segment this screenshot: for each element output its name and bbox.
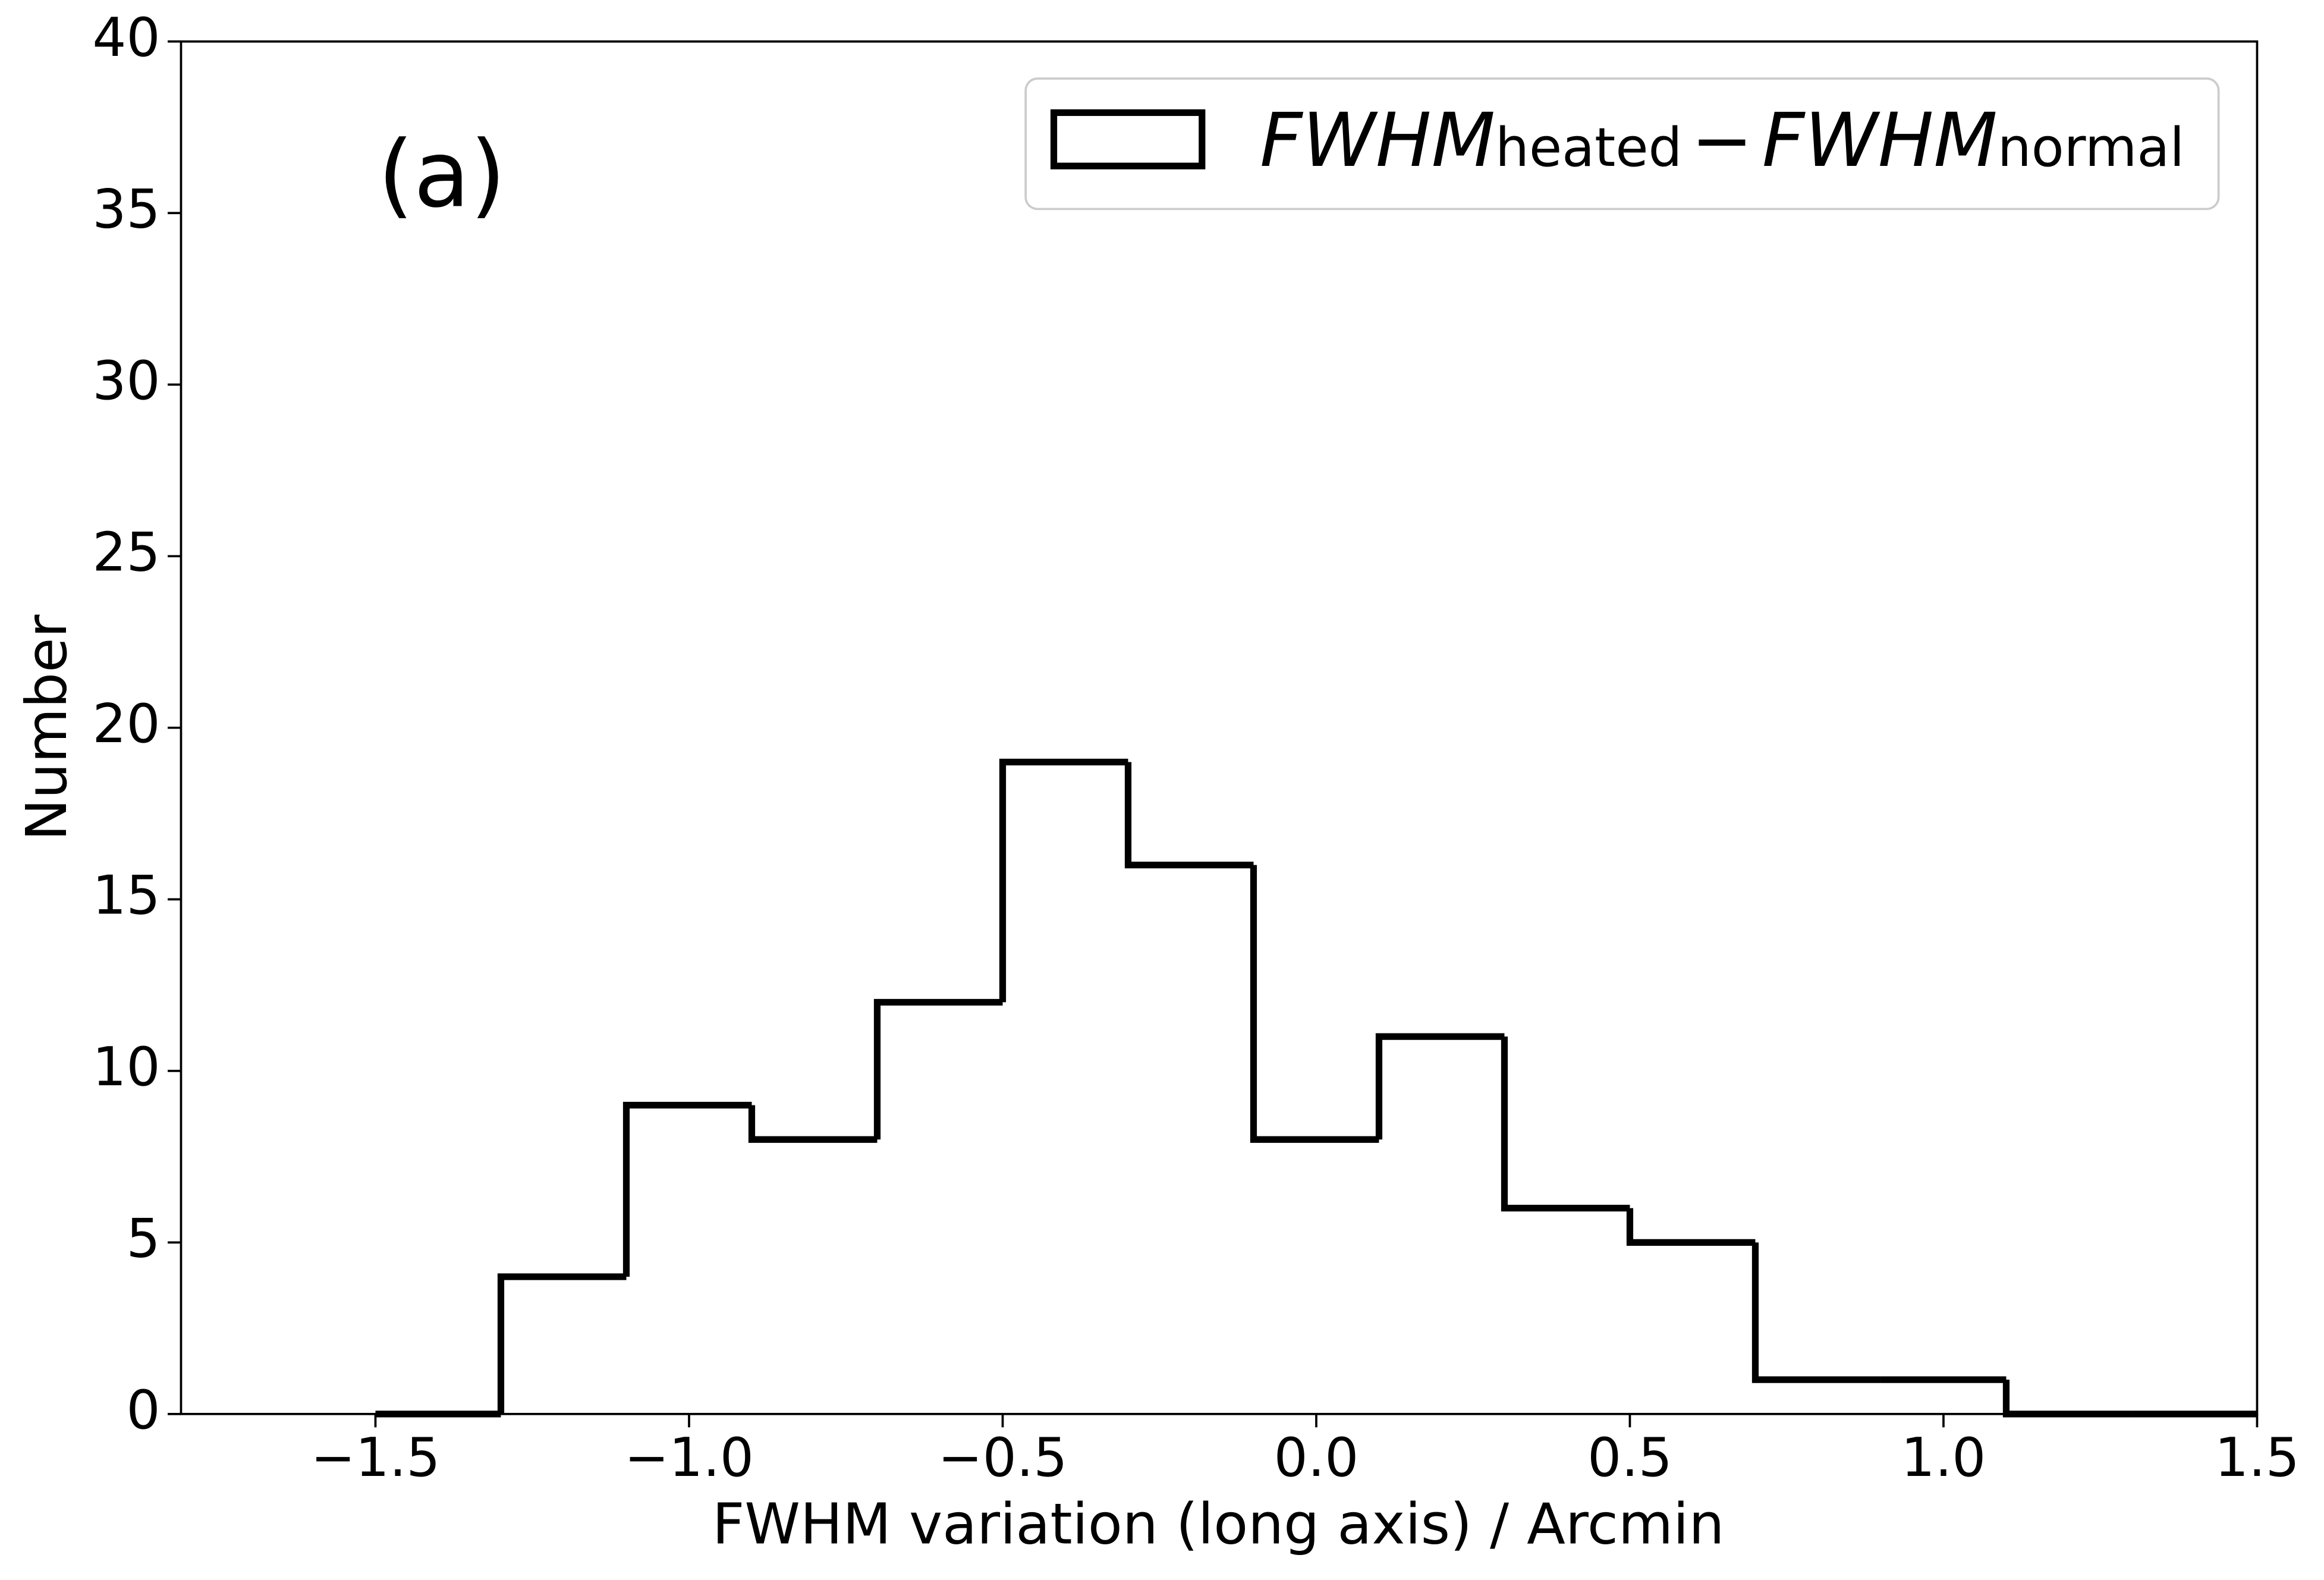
y-tick-label: 35 [92, 179, 160, 241]
y-tick-label: 25 [92, 522, 160, 584]
histogram-step [873, 998, 1003, 1140]
legend-label-part: − [1691, 98, 1753, 184]
legend-label-part: FWHM [1762, 98, 1998, 184]
x-tick-label: −1.5 [311, 1427, 441, 1489]
histogram-step [748, 1105, 878, 1143]
x-tick-label: −0.5 [938, 1427, 1068, 1489]
histogram-step [1375, 1033, 1505, 1140]
y-tick-label: 5 [126, 1208, 160, 1270]
histogram-step [2002, 1380, 2132, 1418]
histogram-step [999, 758, 1128, 1003]
legend-label-part: heated [1495, 117, 1682, 179]
histogram-step [1626, 1208, 1756, 1246]
histogram-step [1751, 1242, 1881, 1383]
plot-frame [180, 40, 2259, 1415]
y-tick-label: 15 [92, 865, 160, 927]
x-tick-label: 0.5 [1587, 1427, 1672, 1489]
legend-swatch [1050, 109, 1206, 169]
histogram-step [622, 1101, 752, 1277]
x-axis-label: FWHM variation (long axis) / Arcmin [712, 1492, 1725, 1557]
histogram-step [1250, 865, 1379, 1143]
legend-box [1024, 77, 2220, 211]
x-tick-label: −1.0 [624, 1427, 754, 1489]
y-tick-label: 30 [92, 350, 160, 412]
legend-label: FWHMheated − FWHMnormal [1260, 98, 2184, 184]
y-tick-label: 10 [92, 1036, 160, 1098]
y-axis-label: Number [14, 615, 80, 841]
legend-label-part: FWHM [1260, 98, 1495, 184]
histogram-step [497, 1273, 627, 1414]
x-tick-label: 1.5 [2215, 1427, 2300, 1489]
histogram-step [1501, 1036, 1630, 1212]
histogram-step [1124, 762, 1254, 869]
y-tick-label: 20 [92, 693, 160, 755]
y-tick-label: 40 [92, 7, 160, 69]
annotation: (a) [378, 122, 506, 228]
y-tick-label: 0 [126, 1380, 160, 1441]
legend-label-part: normal [1998, 117, 2184, 179]
x-tick-label: 1.0 [1901, 1427, 1986, 1489]
x-tick-label: 0.0 [1274, 1427, 1359, 1489]
